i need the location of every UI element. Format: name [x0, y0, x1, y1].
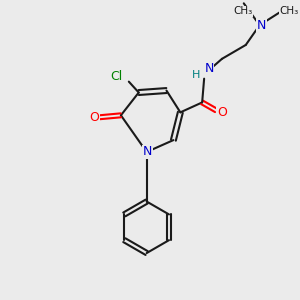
- Text: CH₃: CH₃: [233, 6, 252, 16]
- Text: CH₃: CH₃: [280, 6, 299, 16]
- Text: N: N: [257, 19, 266, 32]
- Text: N: N: [204, 62, 214, 75]
- Text: H: H: [192, 70, 200, 80]
- Text: Cl: Cl: [110, 70, 122, 83]
- Text: N: N: [143, 146, 152, 158]
- Text: O: O: [217, 106, 227, 119]
- Text: O: O: [89, 111, 99, 124]
